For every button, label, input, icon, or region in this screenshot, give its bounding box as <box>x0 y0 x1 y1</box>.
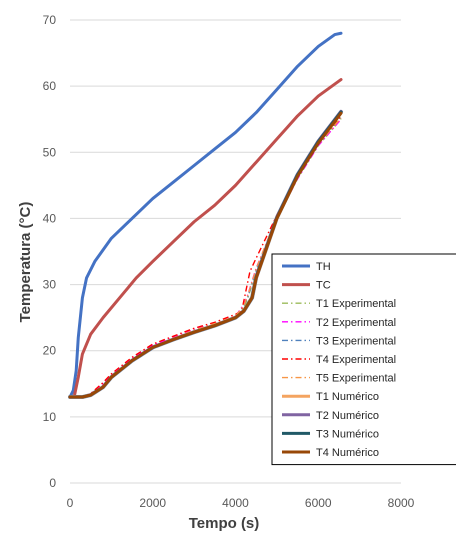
legend-entry-label: T1 Numérico <box>316 391 379 403</box>
series-lines <box>68 31 344 400</box>
legend-entry-label: T4 Experimental <box>316 354 396 366</box>
tick-labels: 0 10 20 30 40 50 60 70 0 2000 4000 6000 8000 <box>43 13 415 510</box>
series-line-tc <box>68 78 343 399</box>
legend: TH TC T1 Experimental T2 Experimental T3 Exp… <box>271 253 456 466</box>
series-line-th <box>68 31 343 399</box>
gridlines <box>70 19 401 418</box>
legend-entry-label: T3 Numérico <box>316 428 379 440</box>
legend-entry-label: TC <box>316 280 331 292</box>
x-tick-label: 8000 <box>388 496 415 510</box>
y-tick-label: 50 <box>43 145 57 159</box>
y-tick-label: 40 <box>43 211 57 225</box>
y-tick-label: 0 <box>49 476 56 490</box>
y-tick-label: 10 <box>43 410 57 424</box>
x-tick-label: 2000 <box>139 496 166 510</box>
y-axis-title: Temperatura (°C) <box>17 202 34 323</box>
y-tick-label: 70 <box>43 13 57 27</box>
legend-entry-label: T1 Experimental <box>316 298 396 310</box>
legend-entry-label: T5 Experimental <box>316 373 396 385</box>
series-line-t4-num-rico <box>68 111 343 399</box>
legend-entry-label: T3 Experimental <box>316 335 396 347</box>
y-tick-label: 60 <box>43 79 57 93</box>
legend-entry-label: T2 Experimental <box>316 317 396 329</box>
x-tick-label: 0 <box>67 496 74 510</box>
x-axis-title: Tempo (s) <box>189 515 260 532</box>
legend-entry-label: T2 Numérico <box>316 410 379 422</box>
legend-entry-label: TH <box>316 261 331 273</box>
y-tick-label: 20 <box>43 344 57 358</box>
legend-entry-label: T4 Numérico <box>316 447 379 459</box>
x-tick-label: 6000 <box>305 496 332 510</box>
x-tick-label: 4000 <box>222 496 249 510</box>
y-tick-label: 30 <box>43 278 57 292</box>
legend-box <box>271 253 456 466</box>
